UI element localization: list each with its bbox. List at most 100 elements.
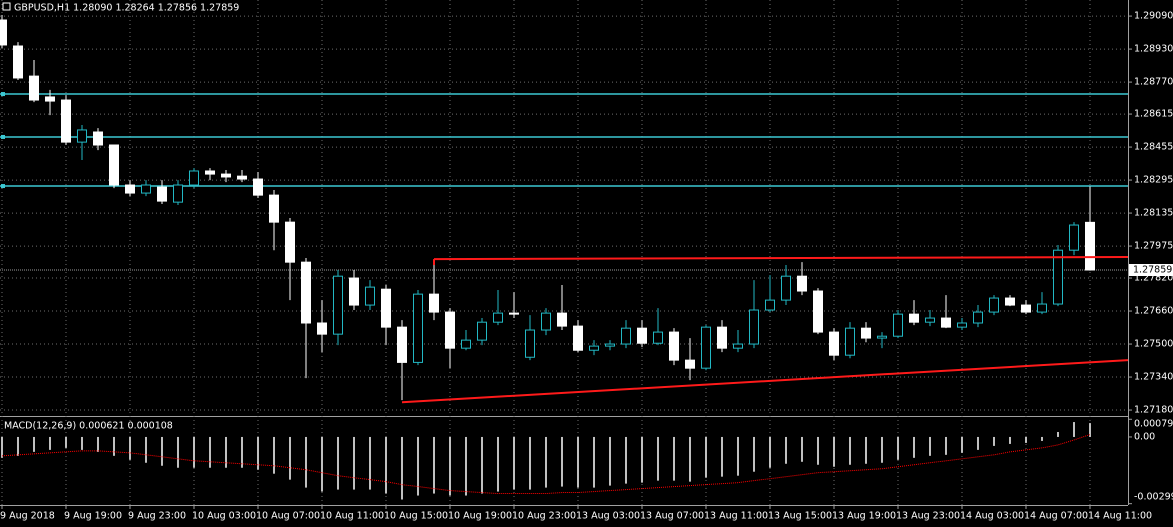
macd-bar [193,436,195,468]
macd-bar [961,436,963,453]
candle-body [509,312,519,315]
macd-bar [609,436,611,486]
macd-bar [177,436,179,468]
x-tick-label: 10 Aug 11:00 [320,511,384,522]
macd-bar [529,436,531,490]
candle-body [493,312,503,323]
macd-bar [1057,431,1059,437]
candle-body [989,297,999,313]
candle-body [701,326,711,369]
candle-body [317,322,327,335]
candle-body [141,184,151,194]
macd-bar [769,436,771,468]
line-handle [1,134,5,139]
y-tick-label: 1.27500 [1134,339,1173,350]
macd-bar [1073,422,1075,437]
candle-body [285,221,295,263]
macd-bar [497,436,499,492]
current-price-box [1129,263,1173,276]
candle-body [109,144,119,186]
x-tick-label: 10 Aug 03:00 [192,511,256,522]
macd-bar [817,436,819,465]
candle-body [77,129,87,143]
y-tick-label: 1.27180 [1134,405,1173,416]
macd-bar [81,436,83,450]
candle-body [685,359,695,369]
y-tick-label: 0.000793 [1134,419,1173,430]
macd-bar [145,436,147,463]
candle-body [173,184,183,203]
macd-bar [593,436,595,488]
candle-body [157,186,167,202]
macd-bar [113,436,115,456]
macd-bar [657,436,659,481]
candle-body [877,335,887,339]
macd-bar [1025,436,1027,443]
macd-bar [209,436,211,468]
x-tick-label: 13 Aug 19:00 [832,511,896,522]
candle-body [845,327,855,356]
candle-body [221,173,231,178]
macd-bar [545,436,547,488]
line-handle [1,92,5,97]
macd-bar [705,436,707,478]
macd-bar [401,436,403,500]
line-handle [1,184,5,189]
macd-bar [353,436,355,490]
macd-signal [1,434,1091,495]
candle-body [301,261,311,324]
candle-body [237,175,247,180]
x-tick-label: 13 Aug 03:00 [576,511,640,522]
macd-bar [833,436,835,467]
x-tick-label: 10 Aug 07:00 [256,511,320,522]
candle-body [1069,224,1079,251]
macd-bar [321,436,323,492]
macd-bar [897,436,899,460]
candle-body [61,99,71,143]
macd-bar [513,436,515,490]
macd-bar [17,436,19,456]
candle-body [381,288,391,328]
candle-body [973,311,983,324]
candle-body [925,317,935,323]
candle-body [829,331,839,356]
macd-bar [993,436,995,446]
macd-bar [49,436,51,450]
macd-bar [129,436,131,460]
macd-bar [225,436,227,468]
x-tick-label: 10 Aug 15:00 [384,511,448,522]
macd-bar [689,436,691,482]
macd-bar [465,436,467,496]
candle-body [717,326,727,349]
macd-bar [977,436,979,450]
x-tick-label: 9 Aug 2018 [0,511,55,522]
symbol-icon [2,2,11,11]
y-tick-label: 0.00 [1134,431,1155,442]
candle-body [605,343,615,347]
candle-body [621,327,631,345]
macd-bar [737,436,739,476]
x-tick-label: 10 Aug 23:00 [512,511,576,522]
candle-body [93,131,103,146]
macd-bar [625,436,627,484]
macd-bar [33,436,35,452]
candle-body [45,96,55,102]
macd-bar [673,436,675,481]
candle-body [525,329,535,358]
trendline [401,359,1129,404]
macd-bar [865,436,867,464]
candle-body [765,299,775,311]
current-price-label: 1.27859 [1133,264,1172,275]
candle-body [669,331,679,361]
candle-body [253,178,263,196]
x-tick-label: 13 Aug 15:00 [768,511,832,522]
x-tick-label: 13 Aug 11:00 [704,511,768,522]
macd-bar [753,436,755,472]
candle-body [813,290,823,333]
candle-body [541,312,551,331]
macd-bar [1009,436,1011,444]
macd-bar [913,436,915,458]
candle-body [797,275,807,292]
x-tick-label: 13 Aug 23:00 [896,511,960,522]
candle-body [205,170,215,175]
